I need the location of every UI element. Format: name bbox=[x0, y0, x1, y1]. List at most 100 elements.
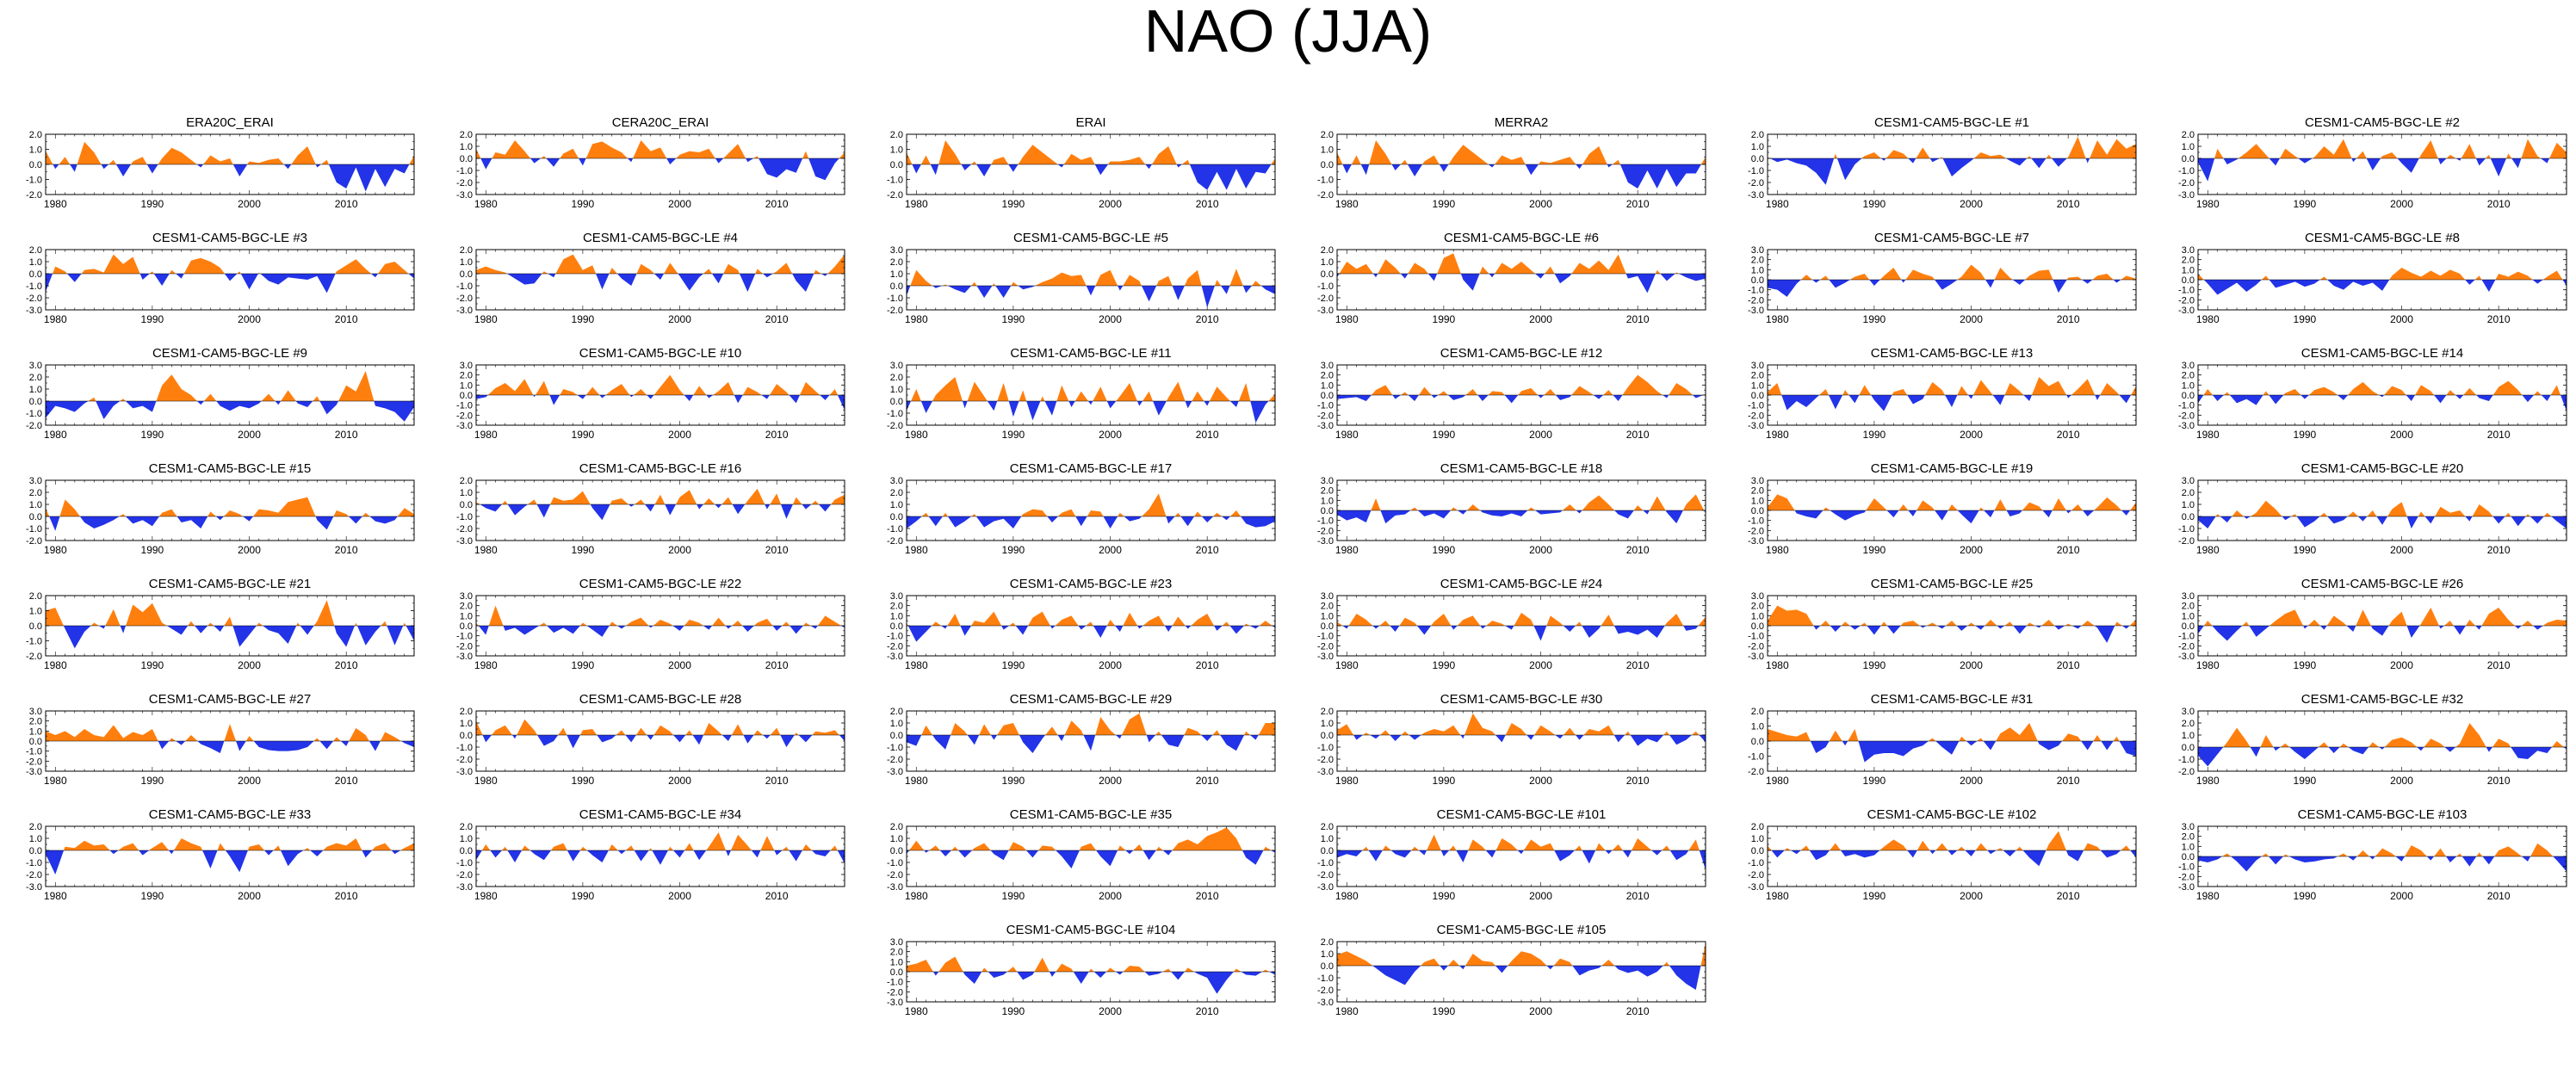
y-tick-label: 0.0 bbox=[460, 391, 473, 401]
x-tick-label: 2000 bbox=[2390, 775, 2413, 787]
positive-area bbox=[1337, 713, 1700, 735]
panel-svg: CESM1-CAM5-BGC-LE #5 3.02.01.00.0 -1.0 -2.0… bbox=[887, 231, 1276, 325]
panel-svg: CESM1-CAM5-BGC-LE #10 3.02.01.00.0-1.0-2.… bbox=[456, 346, 845, 441]
y-tick-label: -2.0 bbox=[1748, 870, 1764, 881]
panel-title: CESM1-CAM5-BGC-LE #35 bbox=[1010, 807, 1172, 822]
panel-svg: CESM1-CAM5-BGC-LE #27 3.02.01.00.0-1.0-2.… bbox=[26, 692, 415, 787]
y-tick-label: -3.0 bbox=[1748, 536, 1764, 547]
negative-area bbox=[46, 274, 414, 294]
x-tick-label: 1980 bbox=[474, 659, 498, 671]
x-tick-label: 2000 bbox=[2390, 890, 2413, 902]
y-tick-label: -1.0 bbox=[1748, 516, 1764, 527]
x-tick-label: 2010 bbox=[2057, 544, 2080, 556]
y-tick-label: 2.0 bbox=[29, 822, 42, 832]
y-tick-label: 1.0 bbox=[2182, 142, 2195, 152]
x-tick-label: 2000 bbox=[2390, 659, 2413, 671]
y-tick-label: -3.0 bbox=[1748, 190, 1764, 201]
x-tick-label: 2000 bbox=[1529, 198, 1552, 210]
y-tick-label: 1.0 bbox=[460, 380, 473, 391]
y-tick-label: 3.0 bbox=[2182, 361, 2195, 371]
x-tick-label: 1990 bbox=[2294, 544, 2317, 556]
panel-title: CESM1-CAM5-BGC-LE #11 bbox=[1010, 346, 1171, 361]
negative-area bbox=[2203, 280, 2567, 295]
y-tick-label: 0.0 bbox=[29, 397, 42, 407]
nao-panel: CESM1-CAM5-BGC-LE #3 2.0 1.0 0.0 -1.0 -2.0 -3.… bbox=[4, 224, 435, 343]
y-tick-label: -3.0 bbox=[2178, 882, 2195, 893]
plot-frame bbox=[1336, 825, 1706, 887]
y-tick-label: 3.0 bbox=[460, 361, 473, 371]
x-tick-label: 2000 bbox=[238, 429, 261, 441]
panel-svg: CESM1-CAM5-BGC-LE #1 2.0 1.0 0.0 -1.0 -2.0 -3.… bbox=[1748, 115, 2137, 210]
panel-title: CESM1-CAM5-BGC-LE #103 bbox=[2298, 807, 2468, 822]
y-tick-label: 2.0 bbox=[460, 707, 473, 717]
negative-area bbox=[907, 735, 1259, 753]
x-tick-label: 1980 bbox=[474, 198, 498, 210]
y-tick-label: 0.0 bbox=[460, 731, 473, 741]
x-tick-label: 2010 bbox=[335, 198, 358, 210]
x-tick-label: 1980 bbox=[2196, 198, 2220, 210]
y-tick-label: -3.0 bbox=[1748, 652, 1764, 662]
positive-area bbox=[88, 371, 375, 401]
y-tick-label: 1.0 bbox=[29, 500, 42, 510]
x-tick-label: 2000 bbox=[1529, 313, 1552, 325]
positive-area bbox=[1337, 140, 1706, 164]
positive-area bbox=[907, 140, 1275, 164]
nao-panel: CESM1-CAM5-BGC-LE #23 3.0 2.0 1.0 0.0 -1.0 -2.… bbox=[865, 570, 1296, 689]
x-tick-label: 2010 bbox=[1196, 890, 1219, 902]
nao-panel: CESM1-CAM5-BGC-LE #7 3.0 2.0 1.0 0.0 -1.0 -2.0… bbox=[1726, 224, 2157, 343]
positive-area bbox=[487, 374, 838, 395]
y-tick-label: -1.0 bbox=[456, 281, 473, 292]
y-tick-label: 3.0 bbox=[890, 361, 903, 371]
panel-svg: CESM1-CAM5-BGC-LE #33 2.0 1.0 0.0 -1.0 -2.0-3… bbox=[26, 807, 415, 902]
negative-area bbox=[480, 158, 839, 181]
x-tick-label: 1990 bbox=[2294, 659, 2317, 671]
y-tick-label: -2.0 bbox=[1317, 190, 1334, 201]
y-tick-label: -3.0 bbox=[887, 767, 903, 777]
y-tick-label: 1.0 bbox=[1321, 611, 1334, 621]
y-tick-label: 1.0 bbox=[890, 834, 903, 844]
y-tick-label: 2.0 bbox=[890, 257, 903, 268]
negative-area bbox=[1337, 510, 1706, 524]
x-tick-label: 1980 bbox=[1335, 313, 1359, 325]
panel-svg: CESM1-CAM5-BGC-LE #7 3.02.01.00.0-1.0-2.0… bbox=[1748, 231, 2137, 325]
x-tick-label: 1990 bbox=[1863, 198, 1886, 210]
y-tick-label: 3.0 bbox=[2182, 707, 2195, 717]
panel-svg: CESM1-CAM5-BGC-LE #25 3.02.01.00.0-1.0-2.… bbox=[1748, 577, 2137, 671]
x-tick-label: 1990 bbox=[141, 775, 164, 787]
y-tick-label: -3.0 bbox=[887, 652, 903, 662]
x-tick-label: 2000 bbox=[1960, 890, 1983, 902]
x-tick-label: 1990 bbox=[1433, 429, 1456, 441]
x-tick-label: 2000 bbox=[1529, 429, 1552, 441]
negative-area bbox=[1342, 626, 1699, 641]
positive-area bbox=[46, 497, 414, 516]
y-tick-label: -1.0 bbox=[26, 409, 42, 419]
y-tick-label: 0.0 bbox=[2182, 852, 2195, 862]
y-tick-label: -2.0 bbox=[456, 411, 473, 421]
panel-title: CERA20C_ERAI bbox=[612, 115, 709, 130]
x-tick-label: 1980 bbox=[2196, 544, 2220, 556]
x-tick-label: 2010 bbox=[2487, 544, 2511, 556]
y-tick-label: -1.0 bbox=[1748, 401, 1764, 411]
negative-area bbox=[907, 516, 1275, 528]
positive-area bbox=[921, 713, 1275, 735]
x-tick-label: 1990 bbox=[1002, 429, 1025, 441]
y-tick-label: 1.0 bbox=[460, 142, 473, 152]
negative-area bbox=[1781, 395, 2132, 411]
y-tick-label: -1.0 bbox=[456, 632, 473, 642]
x-tick-label: 1990 bbox=[1002, 659, 1025, 671]
nao-panel: CESM1-CAM5-BGC-LE #24 3.0 2.0 1.0 0.0 -1.0 -2.… bbox=[1296, 570, 1726, 689]
x-tick-label: 1990 bbox=[1863, 890, 1886, 902]
panel-svg: CESM1-CAM5-BGC-LE #102 2.0 1.0 0.0 -1.0 -2.0-… bbox=[1748, 807, 2137, 902]
panel-svg: CESM1-CAM5-BGC-LE #22 3.02.01.00.0-1.0-2.… bbox=[456, 577, 845, 671]
negative-area bbox=[907, 850, 1275, 868]
x-tick-label: 2000 bbox=[668, 544, 691, 556]
nao-panel: CESM1-CAM5-BGC-LE #1 2.0 1.0 0.0 -1.0 -2.0 -3.… bbox=[1726, 108, 2157, 228]
y-tick-label: 2.0 bbox=[1751, 256, 1764, 266]
panel-title: CESM1-CAM5-BGC-LE #34 bbox=[579, 807, 741, 822]
negative-area bbox=[480, 504, 832, 521]
y-tick-label: 0.0 bbox=[1751, 506, 1764, 516]
positive-area bbox=[1371, 374, 1706, 395]
y-tick-label: -2.0 bbox=[887, 421, 903, 431]
y-tick-label: 2.0 bbox=[460, 476, 473, 486]
nao-panel: CESM1-CAM5-BGC-LE #21 2.0 1.0 0.0 -1.0 -2.0 19… bbox=[4, 570, 435, 689]
